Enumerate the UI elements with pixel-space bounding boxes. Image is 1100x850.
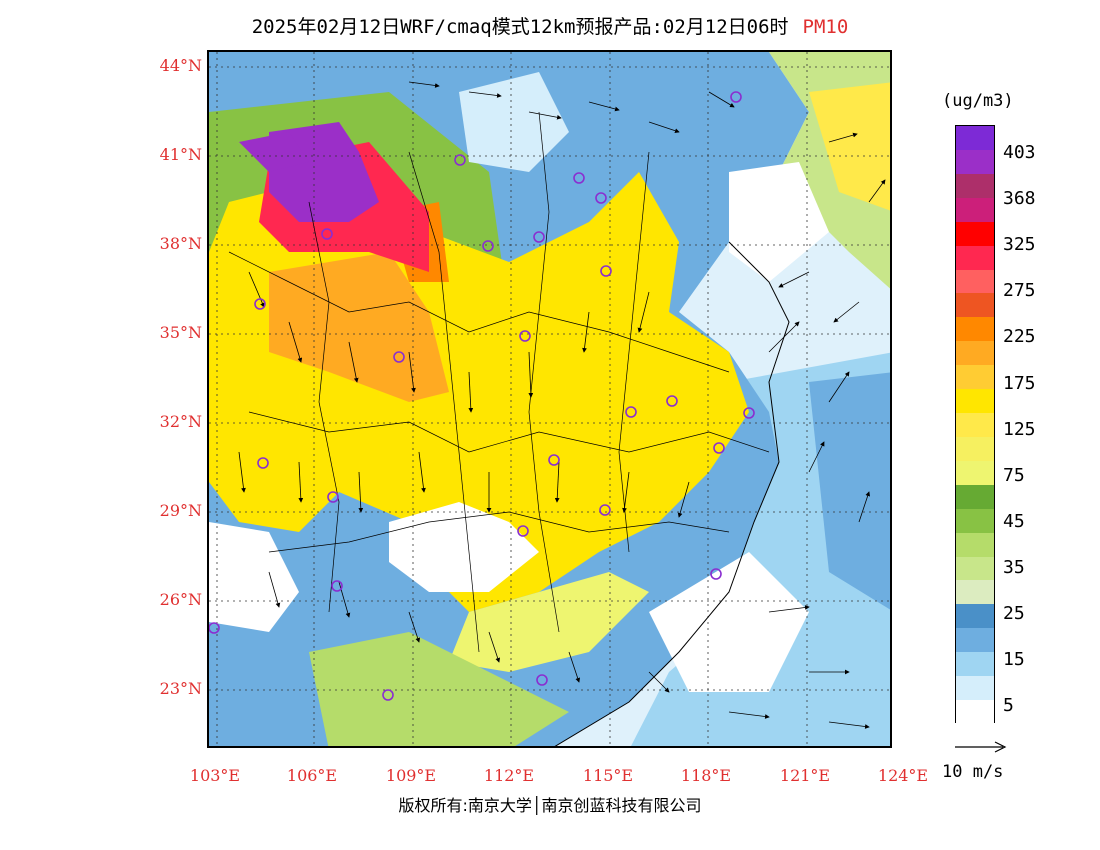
lat-label-23: 23°N xyxy=(159,679,202,698)
lon-label-106: 106°E xyxy=(286,766,338,785)
color-bar-swatch xyxy=(956,532,994,558)
color-bar-swatch xyxy=(956,413,994,438)
map-panel xyxy=(207,50,892,748)
color-bar-swatch xyxy=(956,126,994,151)
lon-label-121: 121°E xyxy=(779,766,831,785)
color-bar-label: 275 xyxy=(1003,280,1036,302)
south-moderate xyxy=(449,572,649,672)
lat-label-29: 29°N xyxy=(159,501,202,520)
southeast-clean xyxy=(649,552,809,692)
wind-vectors xyxy=(238,81,886,729)
graticule xyxy=(209,52,890,746)
legend-unit: (ug/m3) xyxy=(942,91,1014,111)
color-bar-swatch xyxy=(956,389,994,414)
lat-label-44: 44°N xyxy=(159,56,202,75)
clean-area-north xyxy=(459,72,569,172)
color-bar-swatch xyxy=(956,604,994,629)
pm10-field-map xyxy=(209,52,890,746)
color-bar-label: 368 xyxy=(1003,188,1036,210)
clean-area-central xyxy=(389,502,539,592)
color-bar-swatch xyxy=(956,460,994,486)
color-bar-swatch xyxy=(956,317,994,342)
color-bar-label: 403 xyxy=(1003,142,1036,163)
lon-label-118: 118°E xyxy=(680,766,732,785)
lat-label-35: 35°N xyxy=(159,323,202,342)
color-bar-swatch xyxy=(956,436,994,462)
color-bar-label: 5 xyxy=(1003,695,1014,717)
city-markers xyxy=(209,91,755,701)
color-bar-label: 75 xyxy=(1003,464,1025,486)
title-text: 2025年02月12日WRF/cmaq模式12km预报产品:02月12日06时 xyxy=(251,16,789,38)
lat-label-26: 26°N xyxy=(159,590,202,609)
color-bar-label: 35 xyxy=(1003,556,1025,578)
lon-label-109: 109°E xyxy=(385,766,437,785)
lon-label-115: 115°E xyxy=(582,766,634,785)
color-bar-swatch xyxy=(956,269,994,294)
color-bar-label: 45 xyxy=(1003,510,1025,532)
northeast-moderate xyxy=(809,82,890,211)
color-bar-swatch xyxy=(956,484,994,510)
copyright: 版权所有:南京大学│南京创蓝科技有限公司 xyxy=(398,796,702,815)
color-bar-label: 25 xyxy=(1003,603,1025,624)
color-bar-swatch xyxy=(956,341,994,366)
color-bar-label: 175 xyxy=(1003,372,1036,394)
color-bar-swatch xyxy=(956,149,994,175)
lat-label-38: 38°N xyxy=(159,234,202,253)
wind-scale-label: 10 m/s xyxy=(942,762,1004,782)
lat-label-41: 41°N xyxy=(159,145,202,164)
color-bar-swatch xyxy=(956,556,994,581)
south-green-area xyxy=(309,632,569,746)
color-bar-label: 325 xyxy=(1003,234,1036,256)
color-bar-label: 125 xyxy=(1003,418,1036,440)
bohai-sea-clean xyxy=(729,162,829,282)
color-bar-swatch xyxy=(956,197,994,223)
wind-scale-arrow xyxy=(955,741,1007,753)
lon-label-103: 103°E xyxy=(189,766,241,785)
map-title: 2025年02月12日WRF/cmaq模式12km预报产品:02月12日06时 P… xyxy=(0,12,1100,39)
extreme-pollution-north xyxy=(239,132,309,172)
lon-label-112: 112°E xyxy=(483,766,535,785)
color-bar-swatch xyxy=(956,628,994,653)
lon-label-124: 124°E xyxy=(877,766,929,785)
color-bar-swatch xyxy=(956,365,994,390)
color-bar-swatch xyxy=(956,293,994,318)
color-bar xyxy=(955,125,995,725)
product-label: PM10 xyxy=(802,16,849,38)
lat-label-32: 32°N xyxy=(159,412,202,431)
color-bar-label: 15 xyxy=(1003,649,1025,671)
color-bar-swatch xyxy=(956,580,994,605)
color-bar-swatch xyxy=(956,245,994,270)
color-bar-swatch xyxy=(956,221,994,247)
color-bar-swatch xyxy=(956,676,994,701)
color-bar-swatch xyxy=(956,173,994,199)
color-bar-label: 225 xyxy=(1003,326,1036,348)
color-bar-swatch xyxy=(956,508,994,534)
color-bar-swatch xyxy=(956,700,994,725)
east-sea-inner xyxy=(809,372,890,610)
color-bar-swatch xyxy=(956,652,994,677)
